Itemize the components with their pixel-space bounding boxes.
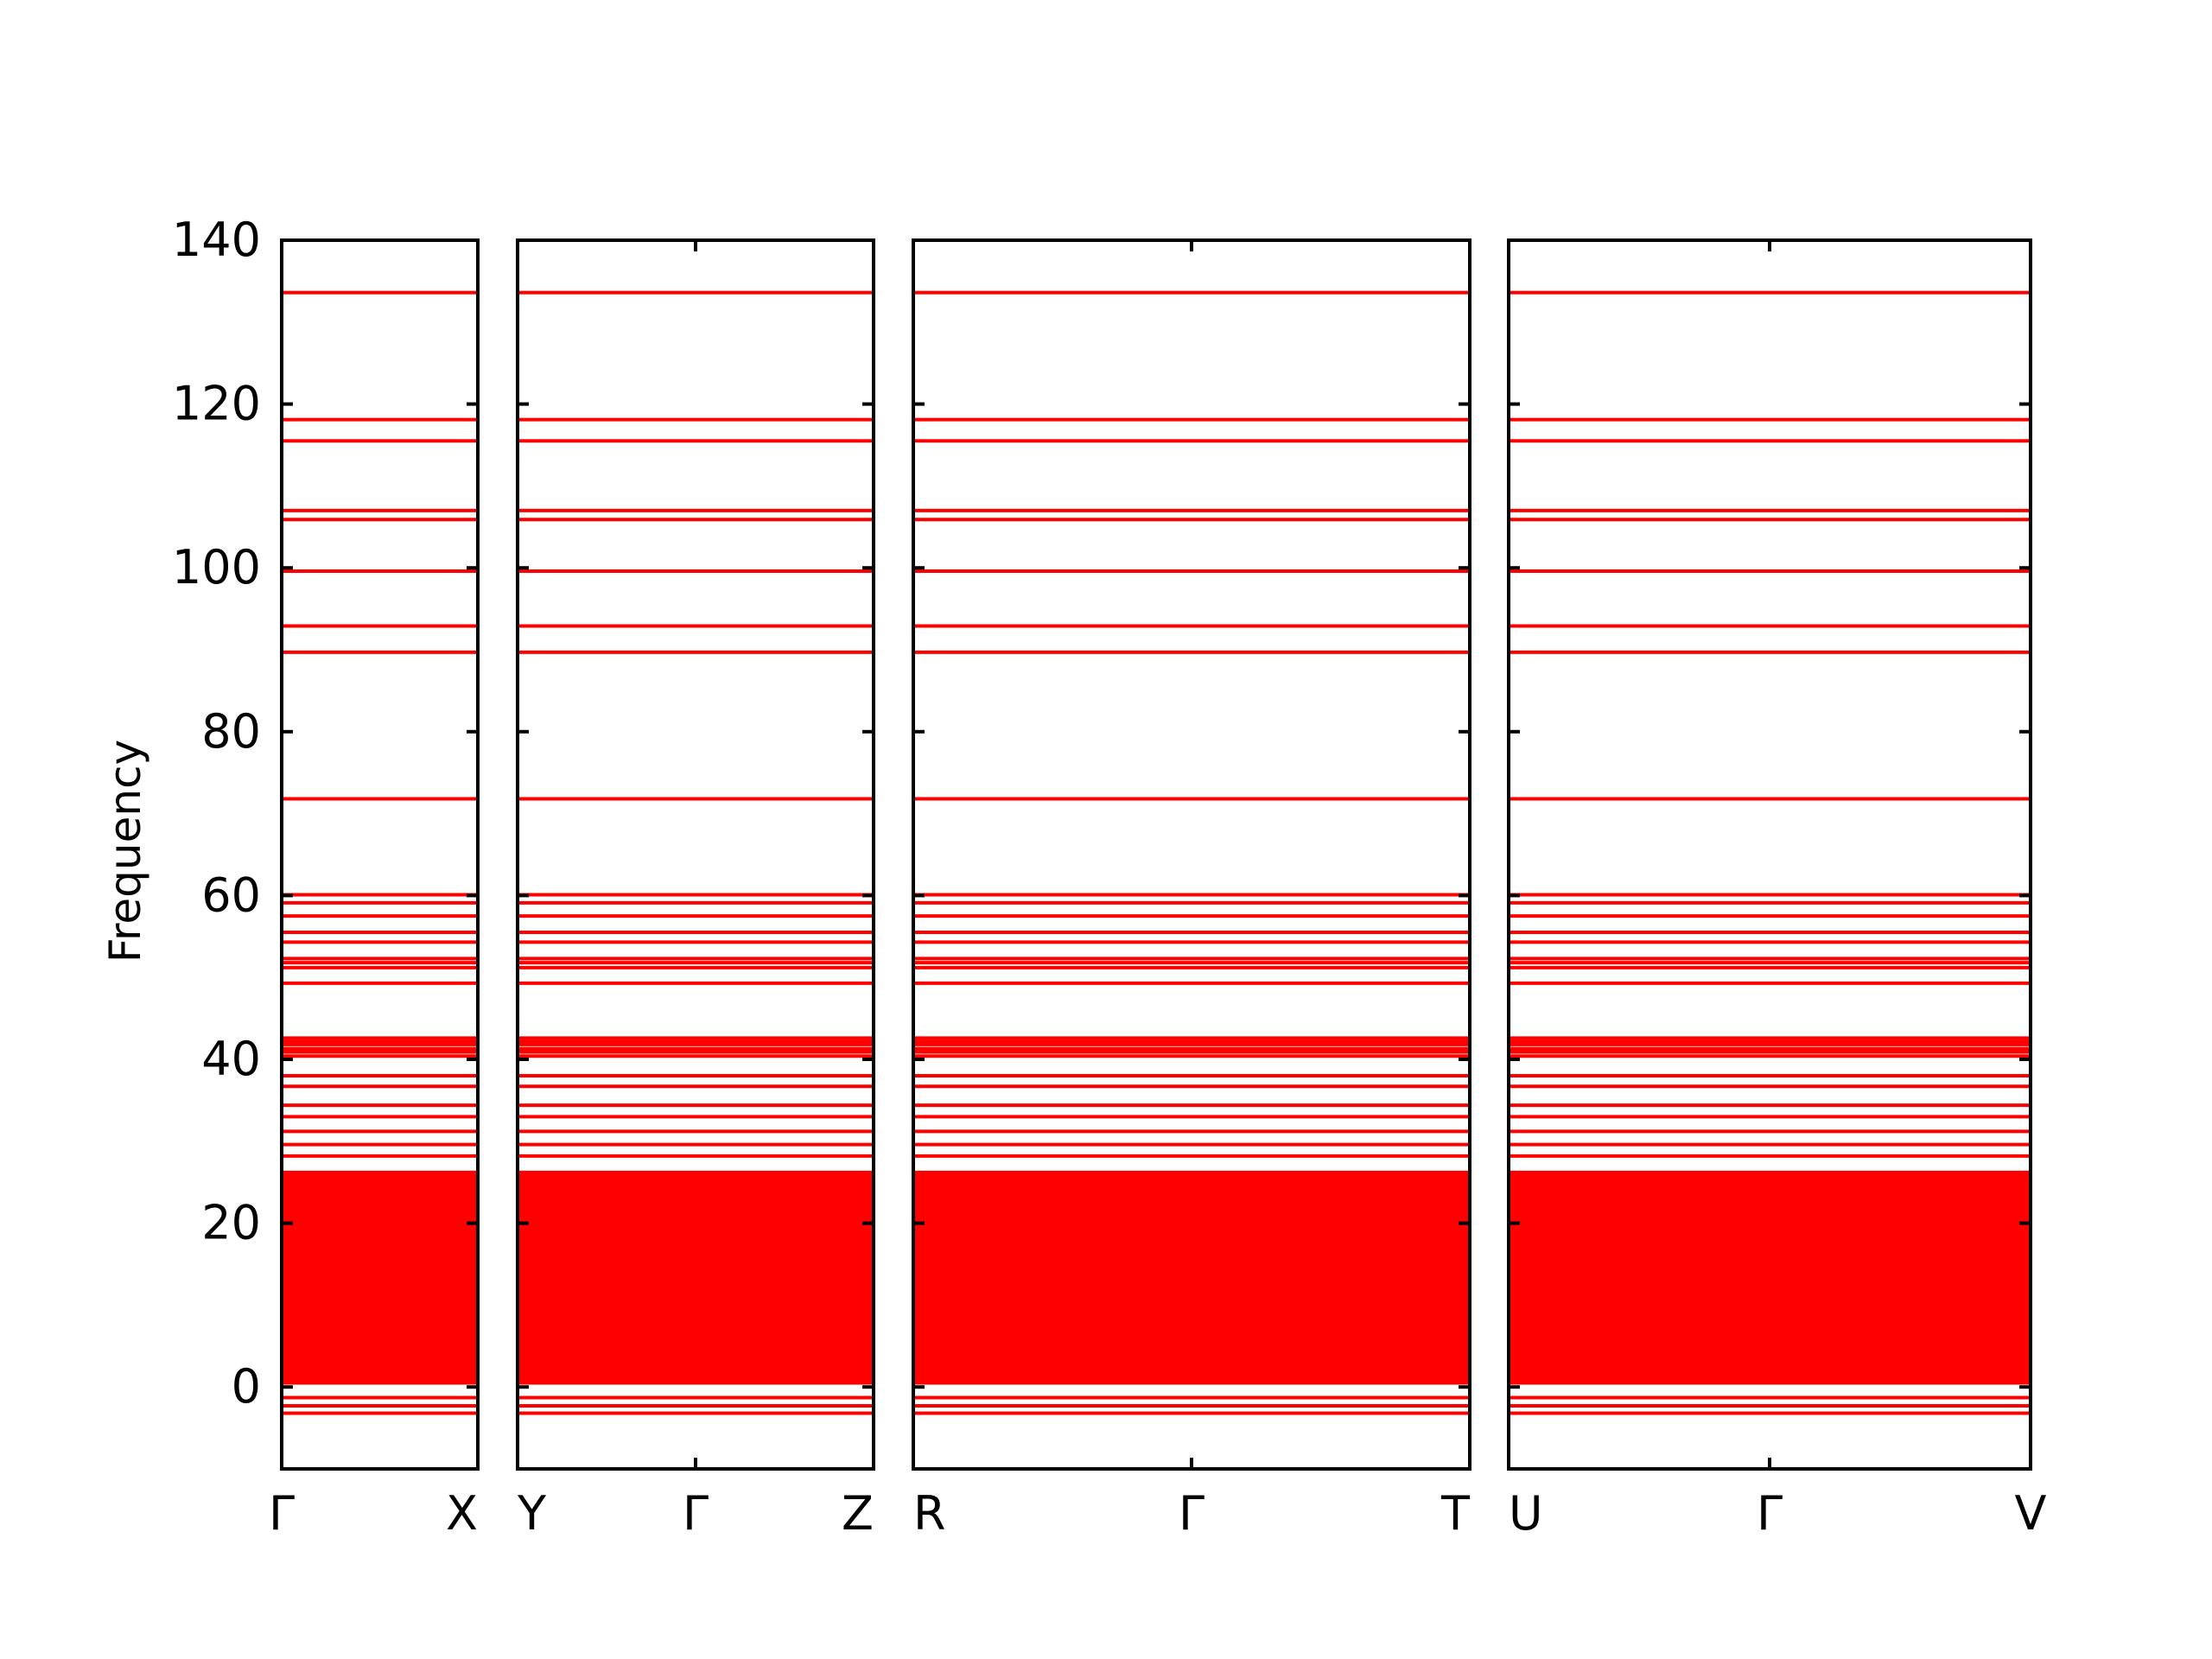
x-tick-label-2-3: Z: [842, 1486, 874, 1541]
dense-band-block-2: [518, 1172, 874, 1383]
dense-band-block-4: [1509, 1172, 2031, 1383]
y-tick-label: 80: [201, 704, 261, 759]
band-lines: [282, 290, 2031, 1415]
dense-band-block-1: [282, 1172, 478, 1383]
x-tick-label-3-1: R: [913, 1486, 946, 1541]
x-tick-label-4-2: Γ: [1757, 1486, 1783, 1541]
panel-frame-1: [280, 238, 480, 1471]
y-tick-label: 120: [172, 377, 261, 431]
x-tick-label-1-2: X: [446, 1486, 478, 1541]
y-axis-label: Frequency: [100, 740, 150, 963]
dense-band-region: [282, 1172, 2031, 1383]
y-tick-label: 40: [201, 1032, 261, 1086]
x-tick-label-2-2: Γ: [683, 1486, 709, 1541]
x-tick-label-3-3: T: [1440, 1486, 1471, 1541]
x-tick-label-1-1: Γ: [269, 1486, 295, 1541]
axis-ticks: [280, 238, 2032, 1469]
x-tick-label-4-1: U: [1509, 1486, 1543, 1541]
tick-labels: Γ X Y Γ Z R Γ T U Γ V 0 20 40 60 80 100 120 140: [172, 213, 2047, 1541]
y-tick-label: 60: [201, 868, 261, 922]
x-tick-label-4-3: V: [2015, 1486, 2047, 1541]
x-tick-label-2-1: Y: [517, 1486, 547, 1541]
y-tick-label: 0: [232, 1359, 261, 1414]
y-tick-label: 100: [172, 540, 261, 594]
y-tick-label: 140: [172, 213, 261, 267]
y-tick-label: 20: [201, 1196, 261, 1250]
x-tick-label-3-2: Γ: [1179, 1486, 1205, 1541]
dense-band-block-3: [913, 1172, 1470, 1383]
